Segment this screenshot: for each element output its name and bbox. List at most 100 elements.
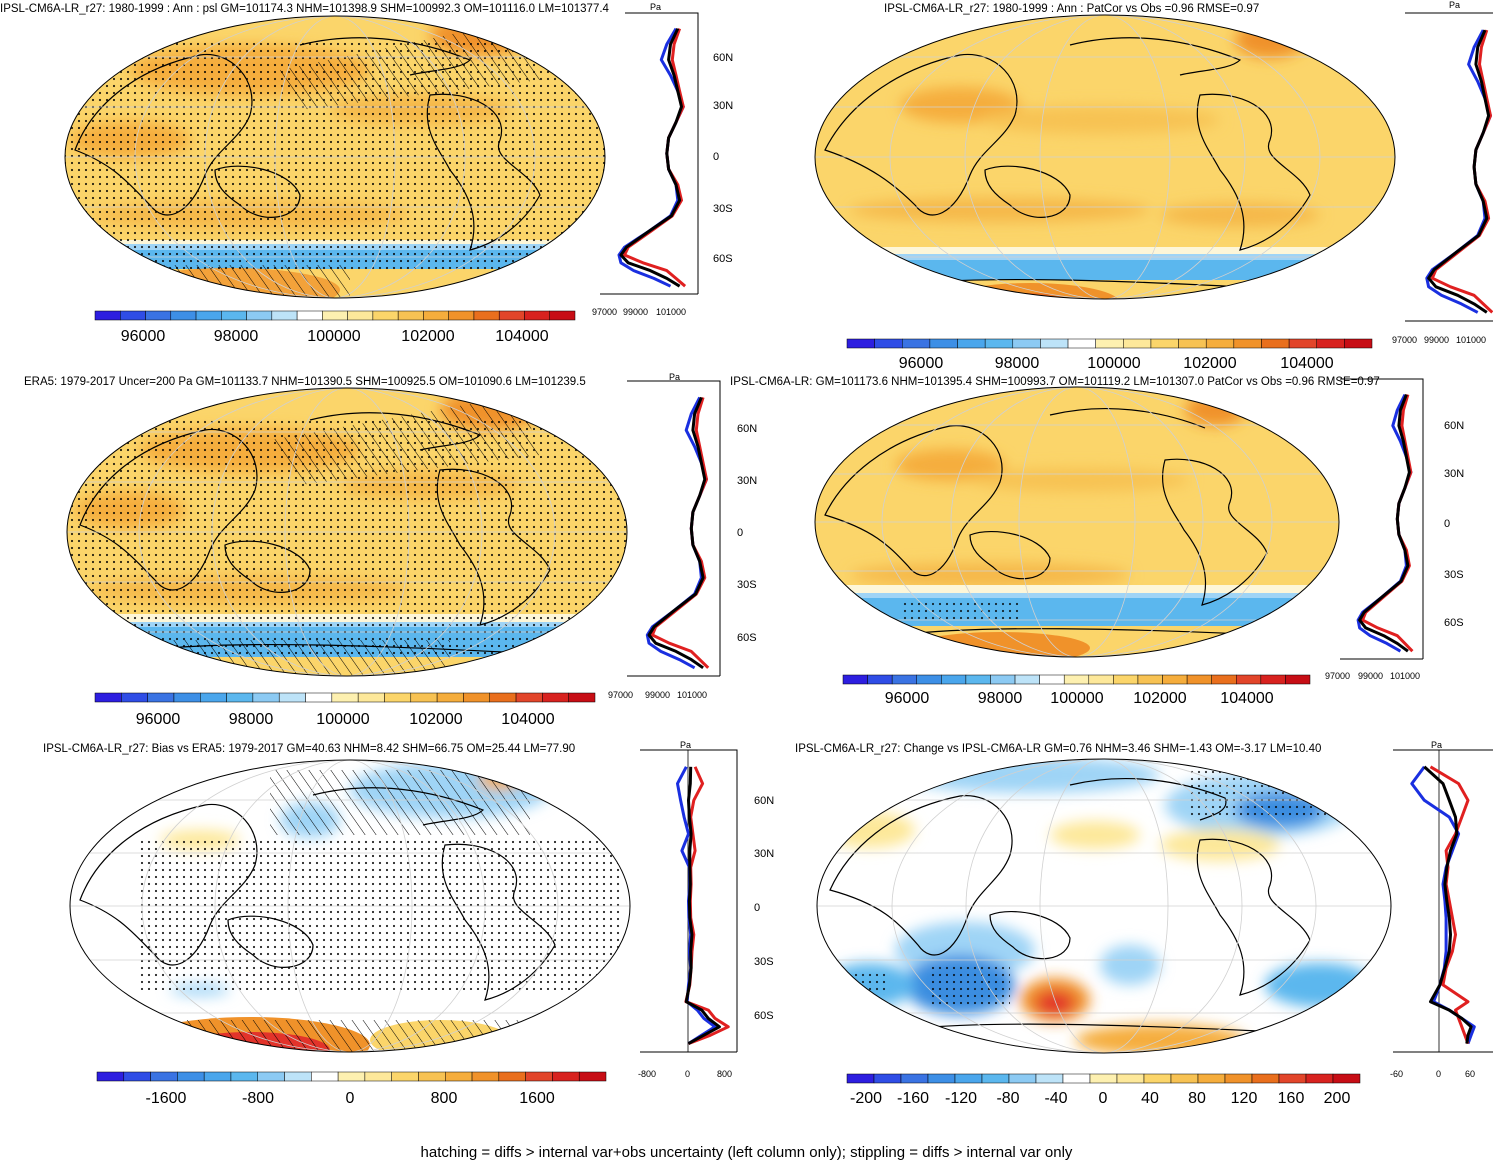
panel-4-profile-line-red xyxy=(1361,394,1414,653)
panel-2-colorbar-swatch xyxy=(1040,338,1069,349)
panel-6-colorbar-swatch xyxy=(1332,1073,1361,1084)
panel-6-profile-series xyxy=(1410,765,1476,1045)
panel-1-colorbar-swatch xyxy=(246,310,273,321)
panel-5-colorbar-swatch xyxy=(471,1071,500,1082)
panel-3-colorbar-swatch xyxy=(515,692,543,703)
panel-1-colorbar-swatch xyxy=(221,310,247,321)
panel-3-profile-line-black xyxy=(647,396,707,670)
panel-4-map-stipple xyxy=(900,600,1020,620)
panel-1-colorbar-labels: 96000 98000 100000 102000 104000 xyxy=(121,328,549,345)
panel-2-colorbar-swatch xyxy=(1150,338,1179,349)
panel-5-colorbar-swatch xyxy=(203,1071,232,1082)
panel-4-colorbar: 96000 98000 100000 102000 104000 xyxy=(842,674,1311,707)
panel-5-colorbar-swatch xyxy=(525,1071,553,1082)
panel-4-colorbar-swatch xyxy=(1113,674,1139,685)
panel-4-map-graticule xyxy=(815,387,1339,657)
panel-4-colorbar-swatch xyxy=(1285,674,1311,685)
panel-2-colorbar-swatch xyxy=(1123,338,1152,349)
panel-5-map-hatch-north xyxy=(270,770,530,835)
panel-1-colorbar-tick: 104000 xyxy=(495,328,548,345)
panel-4-colorbar-swatch xyxy=(1014,674,1040,685)
panel-6-colorbar-boxes xyxy=(846,1073,1361,1084)
panel-4-profile-xtick: 99000 xyxy=(1358,671,1383,681)
panel-4-profile-lat-label: 30N xyxy=(1444,468,1464,480)
panel-1-map-hatch-north xyxy=(280,20,540,110)
panel-6-title: IPSL-CM6A-LR_r27: Change vs IPSL-CM6A-LR… xyxy=(795,743,1321,755)
panel-4-map-white-band xyxy=(815,585,1339,595)
panel-5-profile-lat-label: 60S xyxy=(754,1010,774,1022)
panel-4-map-low-band-light xyxy=(815,593,1339,599)
panel-3-profile-xtick: 101000 xyxy=(677,690,707,700)
panel-5-colorbar-swatch xyxy=(257,1071,285,1082)
panel-1-profile: 60N 30N 0 30S 60S Pa 97000 99000 101000 xyxy=(592,2,733,317)
panel-1-colorbar-swatch xyxy=(94,310,121,321)
panel-3-profile-lat-label: 60N xyxy=(737,423,757,435)
panel-4-colorbar-swatch xyxy=(941,674,967,685)
panel-6-colorbar-tick: -40 xyxy=(1044,1090,1067,1107)
panel-4: IPSL-CM6A-LR: GM=101173.6 NHM=101395.4 S… xyxy=(730,376,1464,707)
panel-3-colorbar-swatch xyxy=(200,692,227,703)
panel-6-colorbar-swatch xyxy=(873,1073,902,1084)
panel-4-map-low-band xyxy=(815,598,1339,626)
panel-4-colorbar-tick: 98000 xyxy=(978,690,1023,707)
panel-4-profile-lat-label: 0 xyxy=(1444,518,1450,530)
panel-6-map-stipple-3 xyxy=(840,970,890,995)
panel-4-colorbar-tick: 96000 xyxy=(885,690,930,707)
panel-3-profile-lat-label: 30N xyxy=(737,475,757,487)
panel-4-profile-xtick: 97000 xyxy=(1325,671,1350,681)
panel-5-title: IPSL-CM6A-LR_r27: Bias vs ERA5: 1979-201… xyxy=(43,743,575,755)
panel-5-colorbar-swatch xyxy=(150,1071,178,1082)
panel-5-colorbar-tick: 0 xyxy=(346,1090,355,1107)
panel-3-profile-lat-label: 60S xyxy=(737,632,757,644)
panel-1-profile-lat-label: 0 xyxy=(713,151,719,163)
panel-6-map-graticule xyxy=(817,759,1391,1053)
panel-4-colorbar-tick: 100000 xyxy=(1050,690,1103,707)
panel-2-map-antarctica xyxy=(940,283,1120,299)
panel-5-profile-lat-ticks: 60N 30N 0 30S 60S xyxy=(754,795,774,1022)
panel-4-title: IPSL-CM6A-LR: GM=101173.6 NHM=101395.4 S… xyxy=(730,376,1380,388)
panel-3-map-coastlines xyxy=(79,412,561,656)
panel-1-profile-xtick: 101000 xyxy=(656,307,686,317)
panel-2-profile-line-red xyxy=(1430,29,1493,314)
panel-1-colorbar-swatch xyxy=(473,310,500,321)
panel-3-colorbar-swatch xyxy=(463,692,490,703)
panel-6-colorbar-swatch xyxy=(846,1073,875,1084)
panel-6-colorbar-tick: 0 xyxy=(1099,1090,1108,1107)
panel-5-colorbar-swatch xyxy=(578,1071,607,1082)
panel-4-profile-line-black xyxy=(1358,394,1411,653)
panel-5-colorbar-swatch xyxy=(230,1071,258,1082)
panel-2-colorbar-swatch xyxy=(846,338,875,349)
panel-2-colorbar-swatch xyxy=(1178,338,1207,349)
panel-2-colorbar: 96000 98000 100000 102000 104000 xyxy=(846,338,1373,372)
panel-2-title: IPSL-CM6A-LR_r27: 1980-1999 : Ann : PatC… xyxy=(884,3,1259,15)
panel-3-colorbar-tick: 102000 xyxy=(409,711,462,728)
panel-2-colorbar-swatch xyxy=(1288,338,1317,349)
panel-5: IPSL-CM6A-LR_r27: Bias vs ERA5: 1979-201… xyxy=(43,740,774,1107)
panel-6-colorbar-swatch xyxy=(1089,1073,1118,1084)
panel-4-colorbar-tick: 102000 xyxy=(1133,690,1186,707)
panel-5-profile-line-black xyxy=(684,766,721,1045)
panel-2-colorbar-swatch xyxy=(902,338,931,349)
panel-3-map xyxy=(67,388,627,676)
panel-4-colorbar-swatch xyxy=(1039,674,1065,685)
panel-2-profile-xtick: 101000 xyxy=(1456,335,1486,345)
panel-5-map-stipple xyxy=(140,840,620,990)
panel-6-colorbar-swatch xyxy=(927,1073,956,1084)
panel-3-colorbar-tick: 98000 xyxy=(229,711,274,728)
panel-4-profile-lat-label: 30S xyxy=(1444,569,1464,581)
panel-3-colorbar-swatch xyxy=(278,692,306,703)
panel-4-colorbar-swatch xyxy=(1088,674,1114,685)
panel-1-profile-unit: Pa xyxy=(650,2,661,12)
panel-5-colorbar-swatch xyxy=(391,1071,419,1082)
panel-6-colorbar-swatch xyxy=(1062,1073,1091,1084)
panel-6-colorbar-swatch xyxy=(1143,1073,1172,1084)
panel-1-colorbar-swatch xyxy=(120,310,146,321)
panel-3-colorbar-tick: 96000 xyxy=(136,711,181,728)
panel-3-colorbar-swatch xyxy=(305,692,333,703)
panel-1-profile-frame xyxy=(625,12,699,294)
panel-6-colorbar-tick: -200 xyxy=(850,1090,882,1107)
panel-6-colorbar-swatch xyxy=(954,1073,983,1084)
panel-4-map-border xyxy=(814,386,1340,658)
panel-2-colorbar-swatch xyxy=(1205,338,1235,349)
